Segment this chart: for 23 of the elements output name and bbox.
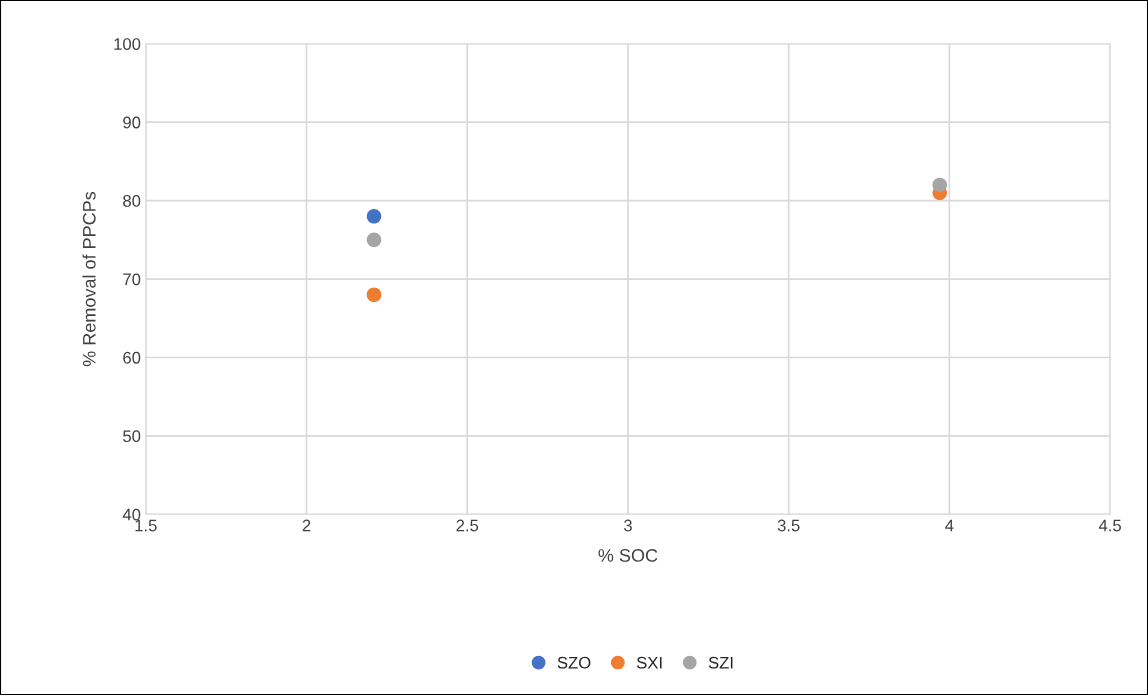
x-tick-label: 4.5 (1098, 519, 1121, 532)
x-tick-label: 4 (945, 519, 954, 532)
x-tick-label: 3.5 (777, 519, 800, 532)
x-tick-label: 3 (623, 519, 632, 532)
point (932, 177, 948, 193)
y-tick-label: 100 (114, 38, 141, 50)
x-tick-label: 2 (302, 519, 311, 532)
y-tick-label: 70 (123, 273, 141, 286)
legend-label: SZI (708, 656, 733, 669)
point (366, 232, 382, 248)
x-tick-label: 2.5 (456, 519, 479, 532)
y-tick-label: 40 (122, 508, 141, 521)
x-tick-label: 1.5 (135, 519, 157, 532)
y-tick-label: 60 (123, 351, 141, 364)
y-axis-title: % Removal of PPCPs (82, 191, 96, 367)
y-tick-label: 90 (123, 116, 141, 129)
legend-label: SXI (636, 656, 662, 669)
legend-label: SZO (557, 656, 591, 669)
y-tick-label: 50 (123, 430, 141, 443)
point (366, 209, 382, 224)
y-tick-label: 80 (123, 195, 141, 207)
x-axis-title: % SOC (598, 549, 658, 562)
point (366, 287, 382, 303)
